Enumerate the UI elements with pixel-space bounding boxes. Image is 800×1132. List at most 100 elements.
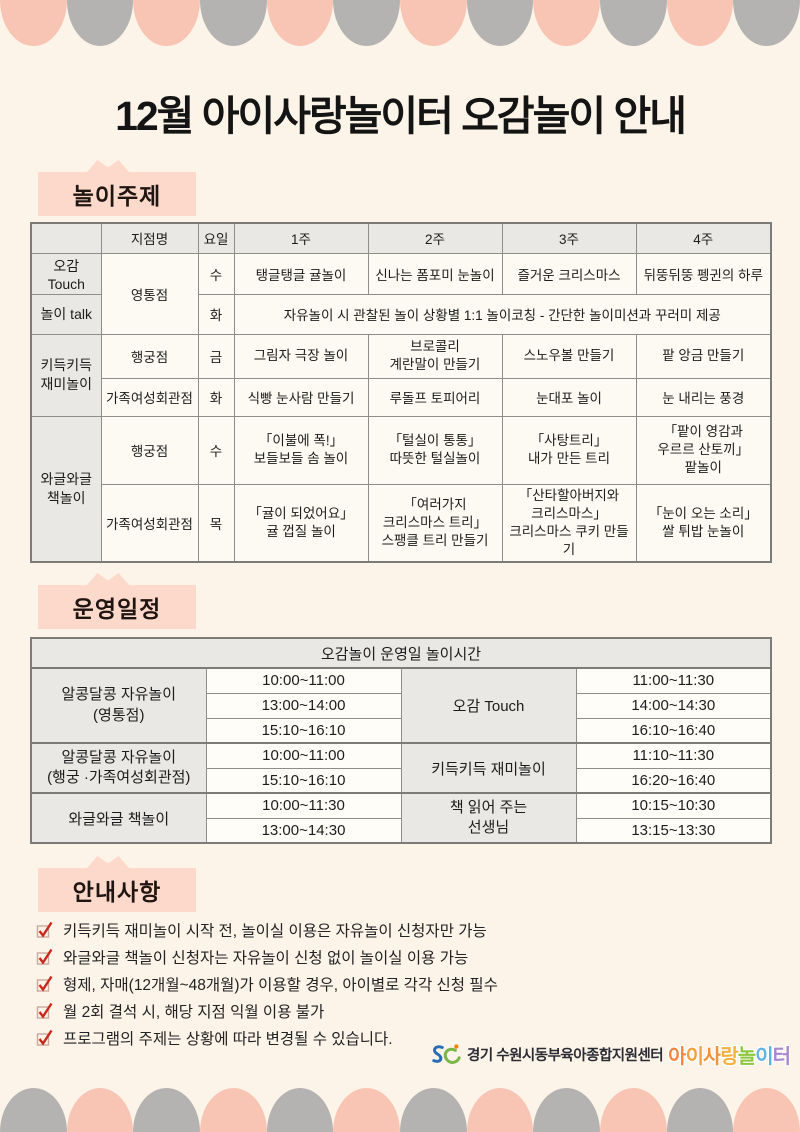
scallop-bump (666, 1088, 734, 1132)
column-header (30, 222, 102, 254)
scallop-bump (266, 1088, 334, 1132)
notice-text: 월 2회 결석 시, 해당 지점 익월 이용 불가 (63, 1003, 325, 1021)
center-name-text: 경기 수원시동부육아종합지원센터 (467, 1048, 664, 1064)
scallop-bump (400, 0, 467, 46)
week1-cell: 탱글탱글 귤놀이 (233, 252, 369, 295)
time-cell: 15:10~16:10 (205, 767, 402, 794)
week2-cell: 루돌프 토피어리 (367, 377, 503, 417)
time-cell: 15:10~16:10 (205, 717, 402, 744)
week2-cell: 신나는 폼포미 눈놀이 (367, 252, 503, 295)
notice-list-item: 프로그램의 주제는 상황에 따라 변경될 수 있습니다. (36, 1024, 596, 1051)
scallop-bump (533, 1088, 601, 1132)
footer-logo-row: 경기 수원시동부육아종합지원센터 아이사랑놀이터 (430, 1040, 791, 1069)
program-label-cell: 와글와글 책놀이 (30, 792, 207, 844)
table-row: 와글와글 책놀이 10:00~11:30 책 읽어 주는 선생님 10:15~1… (30, 792, 772, 844)
time-cell: 16:20~16:40 (575, 767, 772, 794)
week1-cell: 그림자 극장 놀이 (233, 333, 369, 379)
week4-cell: 「눈이 오는 소리」 쌀 튀밥 눈놀이 (635, 483, 772, 563)
red-checkbox-icon (36, 1002, 53, 1019)
time-cell: 10:00~11:30 (205, 792, 402, 819)
scallop-bump (133, 0, 201, 46)
table-row: 15:10~16:10 16:20~16:40 (31, 767, 772, 794)
scallop-bump (200, 1088, 267, 1132)
scallop-bump (66, 0, 134, 46)
notice-list: 키득키득 재미놀이 시작 전, 놀이실 이용은 자유놀이 신청자만 가능 와글와… (36, 916, 596, 1051)
program-label-cell: 알콩달콩 자유놀이 (영통점) (30, 667, 207, 744)
section-heading-schedule-label: 운영일정 (72, 596, 162, 622)
time-cell: 10:00~11:00 (205, 667, 402, 694)
week1-cell: 식빵 눈사람 만들기 (233, 377, 369, 417)
schedule-table: 오감놀이 운영일 놀이시간 알콩달콩 자유놀이 (영통점) 10:00~11:0… (30, 637, 773, 844)
week3-cell: 스노우볼 만들기 (501, 333, 637, 379)
week2-cell: 「여러가지 크리스마스 트리」 스팽클 트리 만들기 (367, 483, 503, 563)
program-name-cell: 책 읽어 주는 선생님 (400, 792, 577, 844)
scallop-bump (533, 0, 601, 46)
table-row: 13:00~14:00 14:00~14:30 (31, 692, 772, 719)
week4-cell: 「팥이 영감과 우르르 산토끼」 팥놀이 (635, 415, 772, 485)
table-row: 키득키득 재미놀이 행궁점 금 그림자 극장 놀이 브로콜리 계란말이 만들기 … (30, 333, 772, 417)
time-cell: 11:10~11:30 (575, 742, 772, 769)
program-label-cell: 알콩달콩 자유놀이 (행궁 ·가족여성회관점) (30, 742, 207, 794)
scallop-bump (333, 0, 401, 46)
section-heading-notice: 안내사항 (38, 868, 196, 912)
notice-text: 프로그램의 주제는 상황에 따라 변경될 수 있습니다. (63, 1030, 393, 1048)
notice-list-item: 와글와글 책놀이 신청자는 자유놀이 신청 없이 놀이실 이용 가능 (36, 943, 596, 970)
notice-list-item: 키득키득 재미놀이 시작 전, 놀이실 이용은 자유놀이 신청자만 가능 (36, 916, 596, 943)
table-row: 가족여성회관점 목 「귤이 되었어요」 귤 껍질 놀이 「여러가지 크리스마스 … (31, 483, 772, 563)
coaching-note-cell: 자유놀이 시 관찰된 놀이 상황별 1:1 놀이코칭 - 간단한 놀이미션과 꾸… (233, 293, 772, 335)
table-row: 알콩달콩 자유놀이 (행궁 ·가족여성회관점) 10:00~11:00 키득키득… (30, 742, 772, 794)
table-row: 오감 Touch 영통점 수 탱글탱글 귤놀이 신나는 폼포미 눈놀이 즐거운 … (30, 252, 772, 335)
category-cell: 키득키득 재미놀이 (30, 333, 102, 417)
column-header: 4주 (635, 222, 772, 254)
scallop-bump (333, 1088, 401, 1132)
scallop-bump (466, 0, 534, 46)
week3-cell: 즐거운 크리스마스 (501, 252, 637, 295)
scallop-bump (600, 1088, 667, 1132)
notice-text: 와글와글 책놀이 신청자는 자유놀이 신청 없이 놀이실 이용 가능 (63, 949, 469, 967)
week1-cell: 「귤이 되었어요」 귤 껍질 놀이 (233, 483, 369, 563)
scallop-bump (466, 1088, 534, 1132)
table-row: 알콩달콩 자유놀이 (영통점) 10:00~11:00 오감 Touch 11:… (30, 667, 772, 744)
week3-cell: 눈대포 놀이 (501, 377, 637, 417)
branch-cell: 행궁점 (100, 415, 199, 485)
scallop-bump (600, 0, 667, 46)
category-cell: 오감 Touch (30, 252, 102, 295)
scallop-border-top (0, 0, 800, 46)
notice-text: 키득키득 재미놀이 시작 전, 놀이실 이용은 자유놀이 신청자만 가능 (63, 922, 487, 940)
week3-cell: 「사탕트리」 내가 만든 트리 (501, 415, 637, 485)
center-sc-logo-icon (432, 1043, 461, 1064)
category-cell: 와글와글 책놀이 (30, 415, 102, 563)
column-header: 지점명 (100, 222, 199, 254)
program-name-cell: 키득키득 재미놀이 (400, 742, 577, 794)
scallop-bump (0, 1088, 67, 1132)
red-checkbox-icon (36, 975, 53, 992)
section-heading-notice-label: 안내사항 (72, 879, 162, 905)
time-cell: 13:00~14:00 (205, 692, 402, 719)
scallop-bump (133, 1088, 201, 1132)
table-row: 와글와글 책놀이 행궁점 수 「이불에 폭!」 보들보들 솜 놀이 「털실이 통… (30, 415, 772, 563)
day-cell: 화 (197, 377, 235, 417)
column-header: 2주 (367, 222, 503, 254)
play-theme-table: 지점명 요일 1주 2주 3주 4주 오감 Touch 영통점 수 탱글탱글 귤… (30, 222, 772, 564)
time-cell: 16:10~16:40 (575, 717, 772, 744)
day-cell: 화 (197, 293, 235, 335)
section-heading-schedule: 운영일정 (38, 585, 196, 629)
schedule-table-title: 오감놀이 운영일 놀이시간 (30, 637, 772, 669)
week2-cell: 「털실이 통통」 따뜻한 털실놀이 (367, 415, 503, 485)
column-header: 요일 (197, 222, 235, 254)
week4-cell: 눈 내리는 풍경 (635, 377, 772, 417)
table-row: 가족여성회관점 화 식빵 눈사람 만들기 루돌프 토피어리 눈대포 놀이 눈 내… (31, 377, 772, 417)
week2-cell: 브로콜리 계란말이 만들기 (367, 333, 503, 379)
scallop-bump (200, 0, 267, 46)
week1-cell: 「이불에 폭!」 보들보들 솜 놀이 (233, 415, 369, 485)
red-checkbox-icon (36, 1029, 53, 1046)
scallop-bump (400, 1088, 467, 1132)
scallop-bump (666, 0, 734, 46)
section-heading-theme-label: 놀이주제 (72, 183, 162, 209)
day-cell: 수 (197, 415, 235, 485)
branch-cell: 가족여성회관점 (100, 377, 199, 417)
program-name-cell: 오감 Touch (400, 667, 577, 744)
time-cell: 13:00~14:30 (205, 817, 402, 844)
red-checkbox-icon (36, 948, 53, 965)
playground-brand-logo: 아이사랑놀이터 (668, 1046, 791, 1068)
